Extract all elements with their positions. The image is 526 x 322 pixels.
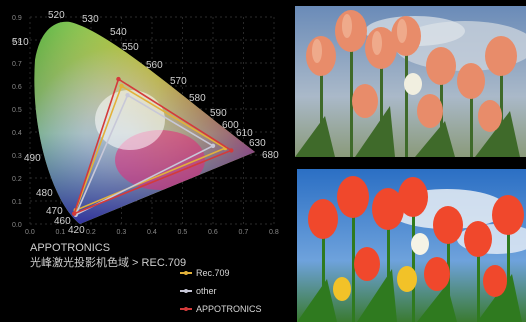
x-tick-label: 0.4 — [147, 229, 157, 236]
y-tick-label: 0.5 — [12, 107, 22, 114]
gamut-triangles — [72, 76, 234, 217]
caption-gamut: 光峰激光投影机色域 > REC.709 — [30, 257, 187, 269]
wavelength-label-570: 570 — [170, 76, 187, 87]
legend-swatch-appotronics — [180, 307, 192, 311]
x-tick-label: 0.6 — [208, 229, 218, 236]
gamut-vertex — [229, 148, 234, 153]
gamut-vertex — [210, 143, 216, 148]
wavelength-label-550: 550 — [122, 42, 139, 53]
tulips-photo-top — [295, 6, 526, 157]
gamut-vertex — [119, 83, 124, 89]
y-tick-label: 0.6 — [12, 84, 22, 91]
x-tick-label: 0.3 — [117, 229, 127, 236]
caption-brand: APPOTRONICS — [30, 242, 111, 254]
wavelength-label-540: 540 — [110, 27, 127, 38]
y-tick-label: 0.9 — [12, 15, 22, 22]
gamut-triangle-appotronics — [72, 77, 234, 216]
x-tick-label: 0.8 — [269, 229, 279, 236]
axis-ticks: 0.0 0.1 0.2 0.3 0.4 0.5 0.6 0.7 0.8 0.9 0.8 0.7 0.6 0… — [12, 15, 279, 236]
x-tick-label: 0.5 — [178, 229, 188, 236]
y-tick-label: 0.0 — [12, 222, 22, 229]
y-tick-label: 0.4 — [12, 130, 22, 137]
wavelength-label-610: 610 — [236, 128, 253, 139]
y-tick-label: 0.7 — [12, 61, 22, 68]
legend-swatch-other — [180, 289, 192, 293]
x-tick-label: 0.7 — [239, 229, 249, 236]
legend-item-appotronics: APPOTRONICS — [180, 300, 280, 318]
y-tick-label: 0.2 — [12, 176, 22, 183]
gamut-vertex — [125, 93, 130, 98]
wavelength-label-510: 510 — [12, 37, 29, 48]
wavelength-label-580: 580 — [189, 93, 206, 104]
gamut-triangle-rec-709 — [74, 84, 227, 212]
tulips-photo-bottom — [297, 169, 526, 322]
cie-diagram-panel: 0.0 0.1 0.2 0.3 0.4 0.5 0.6 0.7 0.8 0.9 0.8 0.7 0.6 0… — [12, 10, 280, 318]
wavelength-label-460: 460 — [54, 216, 71, 227]
legend-item-rec709: Rec.709 — [180, 264, 280, 282]
x-tick-label: 0.1 — [56, 229, 66, 236]
wavelength-label-530: 530 — [82, 14, 99, 25]
y-tick-label: 0.1 — [12, 199, 22, 206]
legend-label-rec709: Rec.709 — [196, 268, 230, 278]
wavelength-label-520: 520 — [48, 10, 65, 21]
legend-label-appotronics: APPOTRONICS — [196, 304, 262, 314]
gamut-legend: Rec.709 other APPOTRONICS — [180, 264, 280, 318]
wavelength-label-490: 490 — [24, 153, 41, 164]
cie-chromaticity-diagram: 0.0 0.1 0.2 0.3 0.4 0.5 0.6 0.7 0.8 0.9 0.8 0.7 0.6 0… — [12, 10, 279, 236]
wavelength-label-480: 480 — [36, 188, 53, 199]
wavelength-label-590: 590 — [210, 108, 227, 119]
x-tick-label: 0.2 — [86, 229, 96, 236]
wavelength-label-600: 600 — [222, 120, 239, 131]
y-tick-label: 0.3 — [12, 153, 22, 160]
wavelength-label-420: 420 — [68, 225, 85, 236]
y-tick-label: 0.8 — [12, 38, 22, 45]
gamut-vertex — [72, 211, 77, 216]
wavelength-label-680: 680 — [262, 150, 279, 161]
x-tick-label: 0.0 — [25, 229, 35, 236]
legend-item-other: other — [180, 282, 280, 300]
wavelength-label-470: 470 — [46, 206, 63, 217]
legend-swatch-rec709 — [180, 271, 192, 275]
gamut-vertex — [116, 76, 121, 82]
wavelength-label-630: 630 — [249, 138, 266, 149]
gamut-triangle-other — [74, 94, 215, 217]
legend-label-other: other — [196, 286, 217, 296]
wavelength-label-560: 560 — [146, 60, 163, 71]
